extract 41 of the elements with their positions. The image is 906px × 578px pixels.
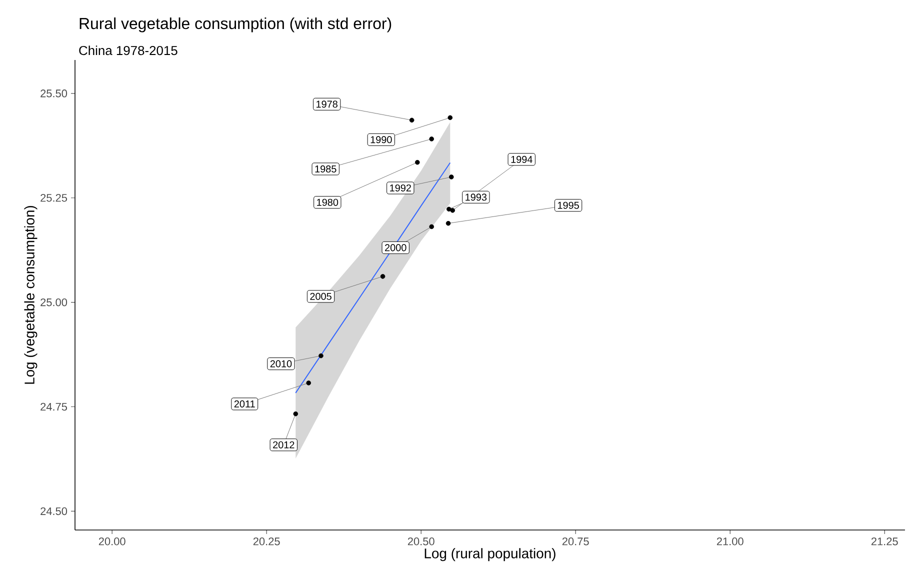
point	[409, 118, 414, 123]
annotation: 1990	[370, 136, 392, 144]
point	[306, 380, 312, 386]
x-tick-label: 21.25	[871, 538, 898, 546]
annotation: 1994	[511, 156, 532, 163]
x-tick-label: 20.50	[408, 538, 434, 546]
annotation: 1980	[317, 198, 338, 206]
x-axis-title: Log (rural population)	[424, 548, 556, 562]
x-tick-label: 20.25	[253, 538, 280, 546]
point	[450, 208, 456, 213]
annotation: 2005	[310, 292, 332, 300]
y-tick-label: 25.25	[40, 194, 68, 202]
point	[414, 160, 420, 165]
y-axis-title: Log (vegetable consumption)	[24, 206, 38, 384]
x-tick-label: 20.00	[98, 538, 126, 546]
point	[448, 115, 453, 120]
point	[446, 206, 452, 212]
point	[446, 220, 451, 226]
y-tick-label: 25.50	[40, 90, 68, 98]
x-tick-label: 21.00	[716, 538, 744, 546]
annotation: 2012	[273, 441, 294, 448]
point	[429, 224, 434, 230]
point	[293, 411, 298, 416]
point	[448, 174, 454, 180]
annotation: 1992	[390, 184, 411, 192]
point	[318, 353, 324, 358]
annotation: 1978	[316, 100, 338, 108]
chart-subtitle: China 1978-2015	[79, 46, 178, 56]
x-tick-label: 20.75	[562, 538, 589, 546]
y-tick-label: 24.75	[40, 402, 68, 411]
point	[380, 274, 386, 279]
annotation: 1993	[466, 194, 487, 201]
annotation: 2000	[385, 244, 406, 252]
chart-title: Rural vegetable consumption (with std error)	[80, 17, 392, 32]
annotation: 2011	[234, 400, 255, 408]
annotation: 1985	[315, 165, 336, 172]
annotation: 2010	[270, 360, 292, 368]
point	[429, 136, 434, 142]
annotation: 1995	[558, 202, 579, 209]
y-tick-label: 24.50	[40, 507, 68, 516]
y-tick-label: 25.00	[40, 298, 68, 306]
